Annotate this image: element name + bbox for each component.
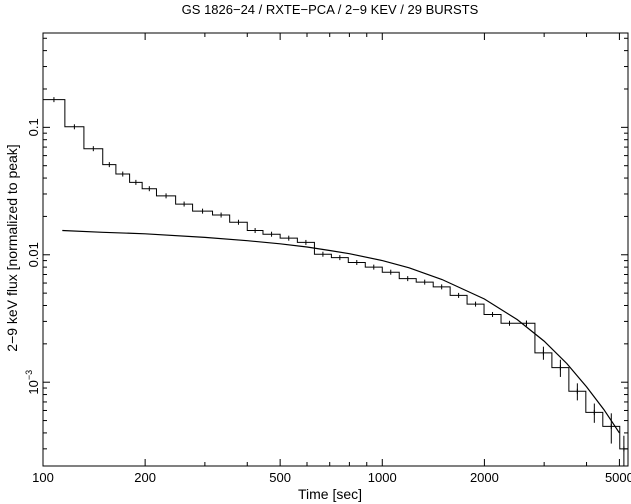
chart-title: GS 1826−24 / RXTE−PCA / 2−9 KEV / 29 BUR… — [182, 2, 479, 17]
y-axis-label: 2−9 keV flux [normalized to peak] — [4, 144, 20, 351]
y-tick-label-exponent: −3 — [24, 370, 34, 380]
model-curve-line — [62, 229, 620, 434]
model-curve-series — [62, 229, 620, 434]
y-tick-label: 0.1 — [26, 118, 41, 136]
histogram-series — [43, 97, 628, 466]
plot-frame — [42, 32, 629, 467]
x-tick-label: 1000 — [368, 470, 397, 485]
x-tick-label: 100 — [32, 470, 54, 485]
y-tick-label: 0.01 — [26, 242, 41, 267]
x-tick-label: 200 — [134, 470, 156, 485]
y-tick-label-base: 10 — [26, 380, 41, 394]
y-tick-label: 10−3 — [24, 370, 41, 395]
x-axis-label: Time [sec] — [298, 486, 362, 502]
x-tick-label: 500 — [269, 470, 291, 485]
histogram-step-line — [43, 99, 628, 450]
x-axis: 100 200 500 1000 2000 5000 — [32, 33, 631, 485]
y-axis: 0.1 0.01 10−3 — [24, 37, 628, 450]
x-tick-label: 5000 — [605, 470, 631, 485]
x-tick-label: 2000 — [470, 470, 499, 485]
